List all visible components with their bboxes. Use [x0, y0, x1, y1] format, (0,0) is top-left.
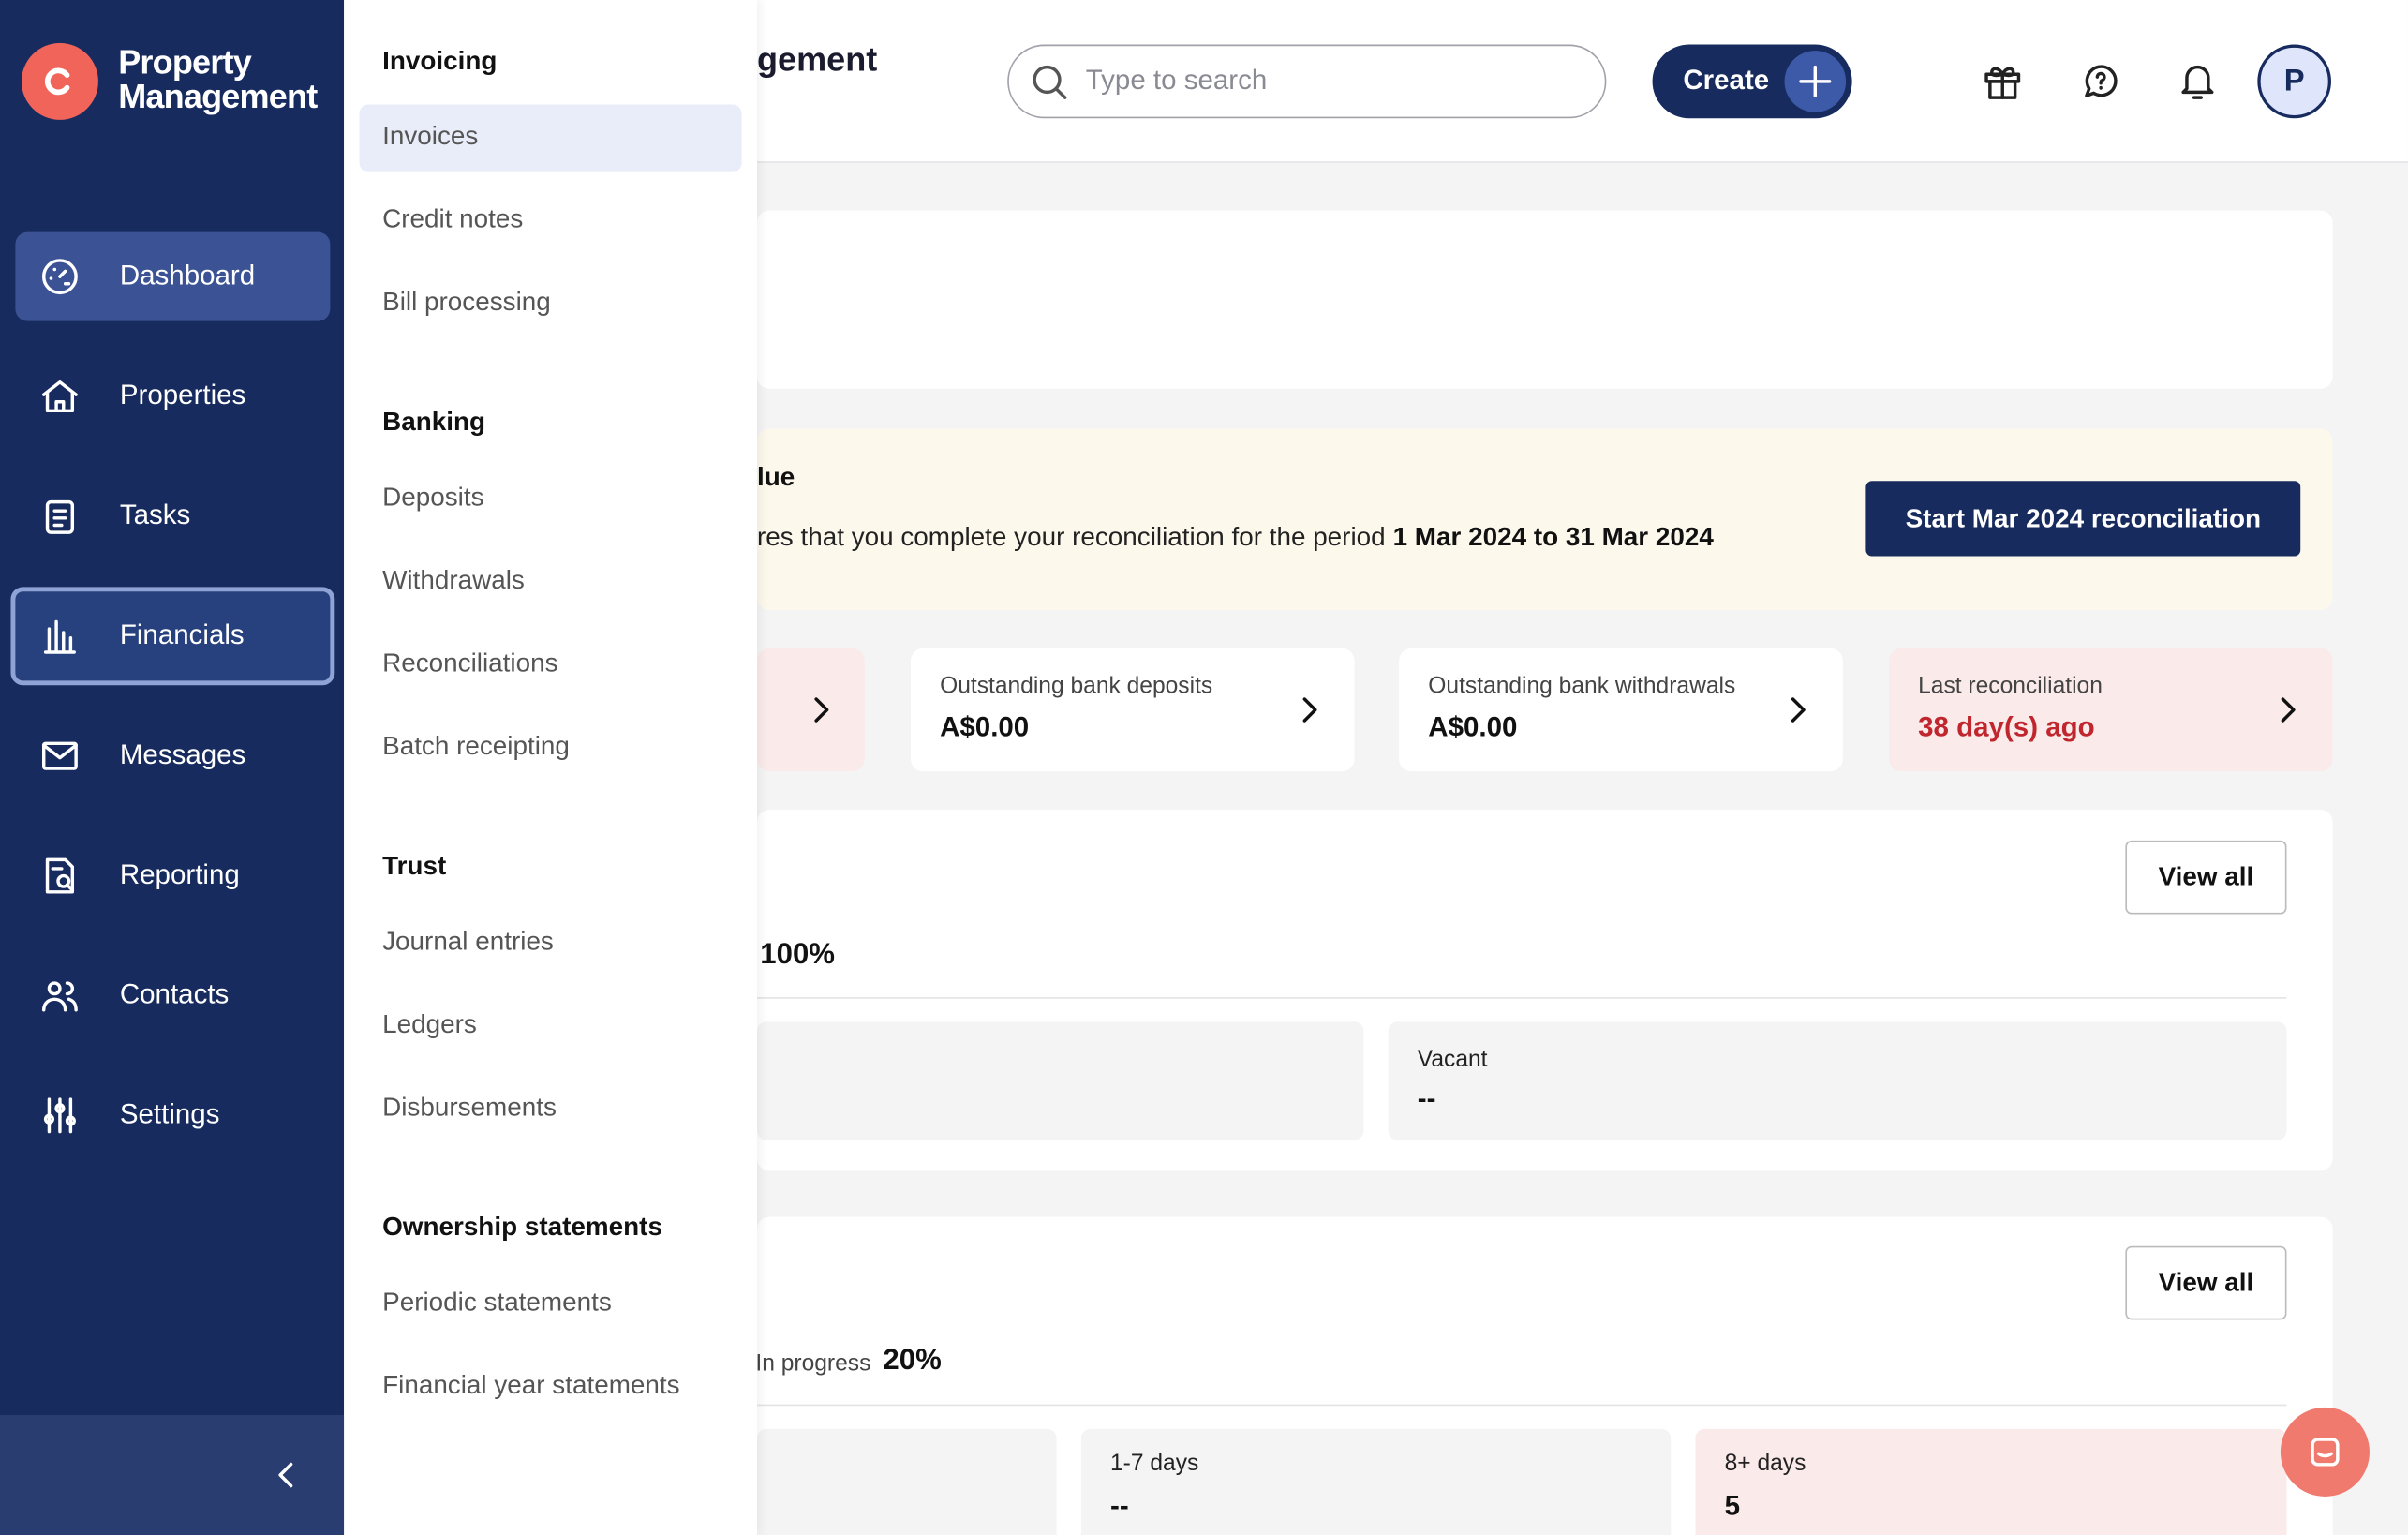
submenu-panel — [344, 0, 758, 1535]
submenu-heading: Trust — [382, 851, 447, 881]
stat-card[interactable]: Outstanding bank withdrawals A$0.00 — [1399, 648, 1843, 772]
submenu-item[interactable]: Bill processing — [382, 287, 551, 317]
help-icon — [2085, 65, 2118, 97]
bell-icon — [2181, 65, 2214, 99]
submenu-heading: Invoicing — [382, 46, 498, 76]
stat-card-partial — [757, 648, 865, 772]
create-button[interactable]: Create — [1652, 44, 1852, 119]
nav-icon — [43, 1097, 76, 1134]
vacant-box: Vacant -- — [1388, 1021, 2287, 1140]
reconciliation-banner: lue res that you complete your reconcilia… — [757, 428, 2333, 610]
divider — [757, 997, 2287, 999]
nav-icon — [41, 981, 78, 1012]
bucket-box: 8+ days 5 — [1695, 1428, 2287, 1535]
banner-text: res that you complete your reconciliatio… — [757, 522, 1386, 552]
page-title: gement — [757, 39, 878, 79]
plus-icon — [1799, 65, 1832, 97]
create-label: Create — [1683, 64, 1770, 96]
nav-item[interactable] — [15, 231, 331, 321]
bucket-box — [757, 1428, 1057, 1535]
nav-label: Dashboard — [119, 260, 256, 291]
stat-card[interactable]: Last reconciliation 38 day(s) ago — [1888, 648, 2333, 772]
chat-icon — [2311, 1438, 2340, 1467]
tasks-card: View all In progress 20% 1-7 days -- 8+ days 5 — [755, 1216, 2333, 1535]
stat-label: Outstanding bank deposits — [940, 673, 1213, 700]
submenu-item[interactable]: Batch receipting — [382, 731, 570, 761]
submenu-active — [359, 104, 742, 172]
nav-label: Tasks — [119, 499, 191, 530]
in-progress-value: 20% — [883, 1344, 942, 1378]
bucket-value: -- — [1109, 1490, 1129, 1522]
in-progress-label: In progress — [755, 1350, 871, 1378]
submenu-item[interactable]: Journal entries — [382, 926, 554, 956]
vacant-label: Vacant — [1417, 1046, 1488, 1073]
stat-value: 38 day(s) ago — [1918, 711, 2095, 742]
gift-icon — [1984, 67, 2021, 99]
nav-label: Reporting — [119, 858, 240, 890]
nav-label: Financials — [119, 618, 245, 650]
submenu-item[interactable]: Deposits — [382, 482, 484, 512]
stat-value: A$0.00 — [1428, 711, 1518, 742]
nav-icon — [41, 741, 78, 770]
submenu-heading: Banking — [382, 407, 486, 437]
sidebar-footer — [0, 1415, 345, 1535]
create-plus — [1784, 51, 1847, 112]
chevron — [2281, 697, 2296, 723]
view-all-button[interactable]: View all — [2125, 840, 2287, 915]
view-all-button[interactable]: View all — [2125, 1245, 2287, 1320]
submenu-item[interactable]: Periodic statements — [382, 1287, 612, 1318]
chat-button[interactable] — [2280, 1407, 2370, 1497]
nav-icon — [41, 380, 78, 413]
bucket-label: 1-7 days — [1109, 1450, 1199, 1477]
stat-label: Last reconciliation — [1918, 673, 2103, 700]
brand-line: Management — [118, 76, 318, 115]
logo — [21, 42, 98, 120]
occupancy-card: View all 100% Vacant -- — [757, 810, 2333, 1171]
search-icon — [1033, 65, 1067, 99]
stat-value: A$0.00 — [940, 711, 1030, 742]
submenu-item[interactable]: Ledgers — [382, 1009, 477, 1039]
banner-title: lue — [757, 462, 795, 492]
search-placeholder: Type to search — [1085, 64, 1268, 96]
submenu-item[interactable]: Reconciliations — [382, 648, 558, 678]
nav-icon — [45, 499, 75, 534]
banner-period: 1 Mar 2024 to 31 Mar 2024 — [1392, 522, 1714, 552]
stat-card[interactable]: Outstanding bank deposits A$0.00 — [910, 648, 1355, 772]
search-box[interactable]: Type to search — [1007, 44, 1607, 119]
nav-label: Messages — [119, 738, 246, 770]
nav-label: Properties — [119, 379, 246, 410]
reconciliation-button[interactable]: Start Mar 2024 reconciliation — [1865, 481, 2301, 557]
summary-card — [757, 210, 2333, 389]
bucket-value: 5 — [1724, 1490, 1741, 1522]
nav-icon — [45, 857, 75, 894]
collapse-icon[interactable] — [264, 1453, 307, 1497]
submenu-item[interactable]: Credit notes — [382, 204, 524, 234]
bucket-label: 8+ days — [1724, 1450, 1806, 1477]
nav-icon — [43, 619, 76, 654]
brand-line: Property — [118, 42, 252, 82]
nav-icon — [41, 259, 78, 295]
logo-mark — [44, 67, 70, 96]
chevron — [1302, 697, 1317, 723]
occupancy-percent: 100% — [760, 938, 835, 972]
submenu-item[interactable]: Financial year statements — [382, 1370, 680, 1400]
submenu-item[interactable]: Withdrawals — [382, 565, 525, 595]
nav-label: Settings — [119, 1098, 220, 1130]
nav-label: Contacts — [119, 978, 230, 1010]
chevron — [814, 697, 829, 723]
submenu-heading: Ownership statements — [382, 1212, 662, 1242]
submenu-item[interactable]: Invoices — [382, 121, 479, 151]
avatar[interactable]: P — [2257, 44, 2332, 119]
divider — [757, 1404, 2287, 1407]
bucket-box: 1-7 days -- — [1080, 1428, 1672, 1535]
stat-label: Outstanding bank withdrawals — [1428, 673, 1736, 700]
chevron — [1791, 697, 1806, 723]
vacant-value: -- — [1417, 1082, 1436, 1114]
submenu-item[interactable]: Disbursements — [382, 1092, 557, 1122]
occupied-box — [757, 1021, 1364, 1140]
